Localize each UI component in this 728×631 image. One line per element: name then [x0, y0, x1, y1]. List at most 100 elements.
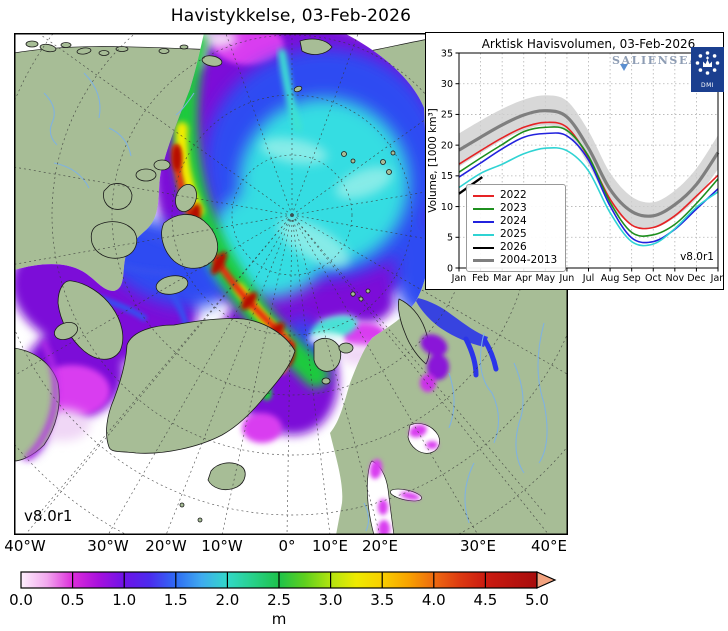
y-tick-label: 25 [441, 110, 453, 121]
colorbar-tick-label: 3.5 [370, 591, 395, 609]
x-tick-label: Apr [516, 273, 533, 284]
kara-coastal-ice [420, 334, 449, 392]
southampton-island [53, 322, 79, 340]
thickness-colorbar [20, 571, 557, 589]
legend-swatch [473, 194, 494, 197]
x-tick-label: Jun [558, 273, 574, 284]
banks-island [103, 183, 133, 210]
x-tick-label: Jul [582, 273, 594, 284]
svalbard-ne [338, 342, 354, 354]
legend-item: 2025 [473, 228, 557, 241]
colorbar-tick-label: 0.0 [9, 591, 33, 609]
legend-item: 2024 [473, 215, 557, 228]
y-tick-label: 0 [447, 263, 453, 274]
sail-icon [620, 64, 628, 71]
kara-sea-arm [416, 298, 488, 347]
x-tick-label: Jan [710, 273, 723, 284]
legend-label: 2026 [500, 241, 527, 253]
colorbar-tick-label: 4.0 [421, 591, 446, 609]
dmi-label: DMI [700, 82, 715, 89]
novaya-zemlya [397, 298, 430, 365]
series-2025 [458, 146, 719, 247]
lon-label: 20°W [145, 537, 187, 555]
labrador-coastal-ice [25, 340, 59, 460]
siberian-islands [293, 85, 396, 175]
lon-label: 20°E [361, 537, 399, 555]
colorbar-unit-label: m [271, 610, 287, 628]
y-tick-label: 10 [441, 202, 453, 213]
colorbar-tick-label: 2.0 [215, 591, 240, 609]
legend-swatch [473, 207, 494, 210]
parry-island-2 [153, 159, 171, 171]
legend-item: 2026 [473, 241, 557, 254]
salienseas-logo: SALIENSEAS [612, 54, 709, 67]
gulf-of-bothnia [366, 460, 395, 535]
colorbar-arrow [536, 571, 557, 589]
x-tick-label: Sep [623, 273, 641, 284]
chart-legend: 2022 2023 2024 2025 2026 2004-2013 [466, 184, 567, 272]
svalbard [313, 337, 342, 372]
eurasian-inlets [366, 298, 499, 535]
x-tick-label: Mar [493, 273, 511, 284]
dmi-logo: DMI [691, 47, 724, 92]
lon-label: 0° [278, 537, 296, 555]
series-2004-2013 [458, 109, 720, 218]
colorbar-tick-label: 1.5 [163, 591, 188, 609]
baffin-island [57, 280, 124, 360]
y-axis-label: Volume, [1000 km³] [427, 108, 439, 213]
parry-island-1 [135, 168, 157, 182]
legend-swatch [473, 259, 494, 262]
ellesmere-island [161, 214, 218, 269]
faroe [179, 502, 185, 508]
shetland [197, 517, 203, 523]
x-tick-label: Feb [472, 273, 489, 284]
iceland [207, 462, 246, 490]
colorbar-tick-label: 3.0 [318, 591, 343, 609]
legend-label: 2023 [500, 202, 527, 214]
y-tick-label: 20 [441, 140, 453, 151]
colorbar-tick-label: 4.5 [473, 591, 498, 609]
dmi-crown-icon [695, 51, 720, 75]
axel-heiberg [175, 184, 197, 212]
lon-label: 40°E [530, 537, 568, 555]
x-tick-label: Oct [645, 273, 662, 284]
devon-island [155, 275, 189, 295]
chukotka-tip [299, 38, 333, 55]
inset-title: Arktisk Havisvolumen, 03-Feb-2026 [481, 37, 696, 51]
legend-label: 2024 [500, 215, 527, 227]
legend-swatch [473, 220, 494, 223]
colorbar-tick-label: 1.0 [112, 591, 137, 609]
franz-josef-land [350, 288, 371, 302]
x-tick-label: Dec [687, 273, 705, 284]
legend-item: 2004-2013 [473, 254, 557, 267]
x-tick-label: May [536, 273, 556, 284]
lon-label: 10°W [201, 537, 243, 555]
colorbar-tick-label: 5.0 [525, 591, 549, 609]
ob-yenisei-estuaries [463, 336, 499, 378]
page-title: Havistykkelse, 03-Feb-2026 [170, 6, 412, 26]
longitude-axis: 40°W 30°W 20°W 10°W 0° 10°E 20°E 30°E 40°E [0, 537, 728, 555]
x-tick-label: Jan [451, 273, 467, 284]
inset-version-label: v8.0r1 [680, 251, 714, 263]
lon-label: 30°W [87, 537, 129, 555]
bering-streak [278, 49, 302, 132]
colorbar-tick-label: 0.5 [60, 591, 85, 609]
series-2023 [458, 126, 719, 237]
rivers [43, 72, 548, 532]
legend-label: 2004-2013 [500, 254, 558, 266]
lon-label: 10°E [311, 537, 349, 555]
legend-swatch [473, 233, 494, 236]
volume-inset-panel: Arktisk Havisvolumen, 03-Feb-2026 0 5 10 15… [425, 32, 725, 290]
legend-label: 2022 [500, 189, 527, 201]
legend-item: 2023 [473, 202, 557, 215]
legend-swatch [473, 246, 494, 249]
climatology-band [459, 95, 718, 229]
colorbar-tick-label: 2.5 [267, 591, 291, 609]
x-tick-label: Aug [601, 273, 620, 284]
greenland [106, 318, 296, 454]
legend-label: 2025 [500, 228, 527, 240]
y-tick-label: 5 [447, 233, 453, 244]
y-tick-label: 15 [441, 171, 453, 182]
